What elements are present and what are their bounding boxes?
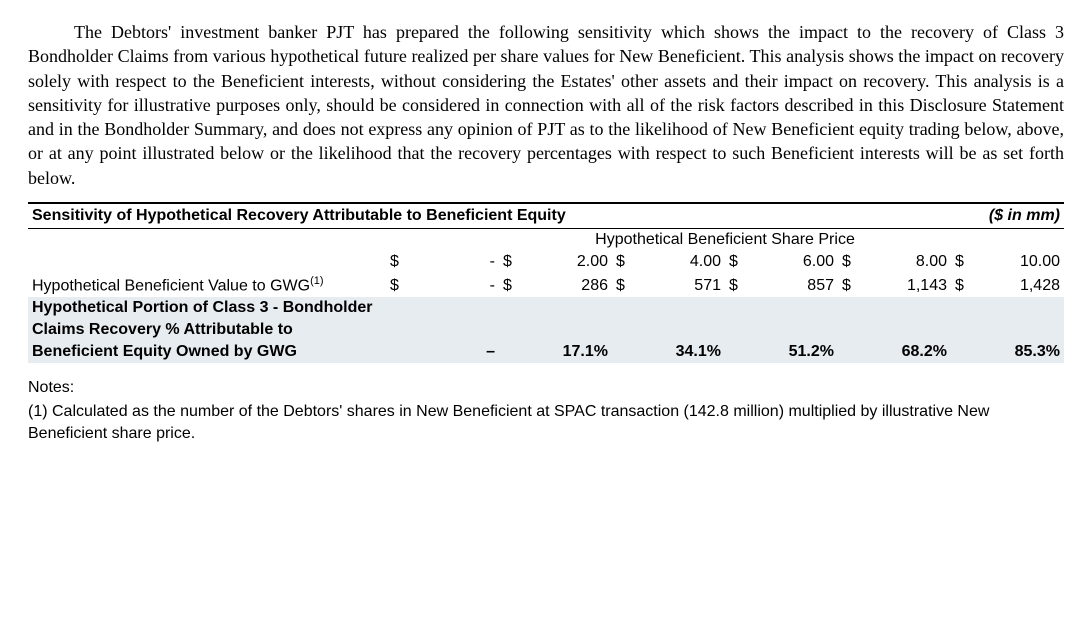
- intro-paragraph: The Debtors' investment banker PJT has p…: [28, 20, 1064, 190]
- currency-symbol: $: [499, 273, 529, 297]
- share-price-row: $- $2.00 $4.00 $6.00 $8.00 $10.00: [28, 251, 1064, 273]
- table-columns-header: Hypothetical Beneficient Share Price: [386, 229, 1064, 252]
- pct-label-l2: Claims Recovery % Attributable to: [28, 319, 386, 341]
- pct-row-line2: Claims Recovery % Attributable to: [28, 319, 1064, 341]
- sensitivity-table: Sensitivity of Hypothetical Recovery Att…: [28, 202, 1064, 363]
- currency-symbol: $: [612, 251, 642, 273]
- table-unit: ($ in mm): [725, 203, 1064, 229]
- price-2: 4.00: [642, 251, 725, 273]
- pct-4: 68.2%: [868, 341, 951, 363]
- notes-heading: Notes:: [28, 377, 1064, 399]
- pct-row-line3: Beneficient Equity Owned by GWG – 17.1% …: [28, 341, 1064, 363]
- value-4: 1,143: [868, 273, 951, 297]
- note-1: (1) Calculated as the number of the Debt…: [28, 401, 1064, 444]
- pct-1: 17.1%: [529, 341, 612, 363]
- pct-5: 85.3%: [981, 341, 1064, 363]
- price-4: 8.00: [868, 251, 951, 273]
- currency-symbol: $: [386, 273, 416, 297]
- value-5: 1,428: [981, 273, 1064, 297]
- value-2: 571: [642, 273, 725, 297]
- currency-symbol: $: [612, 273, 642, 297]
- value-1: 286: [529, 273, 612, 297]
- value-row-sup: (1): [310, 275, 323, 287]
- currency-symbol: $: [499, 251, 529, 273]
- value-row-label: Hypothetical Beneficient Value to GWG: [32, 277, 310, 294]
- pct-label-l1: Hypothetical Portion of Class 3 - Bondho…: [28, 297, 386, 319]
- currency-symbol: $: [838, 251, 868, 273]
- currency-symbol: $: [386, 251, 416, 273]
- price-1: 2.00: [529, 251, 612, 273]
- value-row: Hypothetical Beneficient Value to GWG(1)…: [28, 273, 1064, 297]
- currency-symbol: $: [951, 251, 981, 273]
- pct-row-line1: Hypothetical Portion of Class 3 - Bondho…: [28, 297, 1064, 319]
- price-5: 10.00: [981, 251, 1064, 273]
- price-3: 6.00: [755, 251, 838, 273]
- currency-symbol: $: [838, 273, 868, 297]
- price-0: -: [416, 251, 499, 273]
- notes-block: Notes: (1) Calculated as the number of t…: [28, 377, 1064, 444]
- pct-3: 51.2%: [755, 341, 838, 363]
- currency-symbol: $: [725, 251, 755, 273]
- intro-paragraph-text: The Debtors' investment banker PJT has p…: [28, 22, 1064, 188]
- pct-2: 34.1%: [642, 341, 725, 363]
- currency-symbol: $: [951, 273, 981, 297]
- value-3: 857: [755, 273, 838, 297]
- pct-label-l3: Beneficient Equity Owned by GWG: [28, 341, 386, 363]
- value-0: -: [416, 273, 499, 297]
- table-title: Sensitivity of Hypothetical Recovery Att…: [28, 203, 725, 229]
- currency-symbol: $: [725, 273, 755, 297]
- pct-0: –: [416, 341, 499, 363]
